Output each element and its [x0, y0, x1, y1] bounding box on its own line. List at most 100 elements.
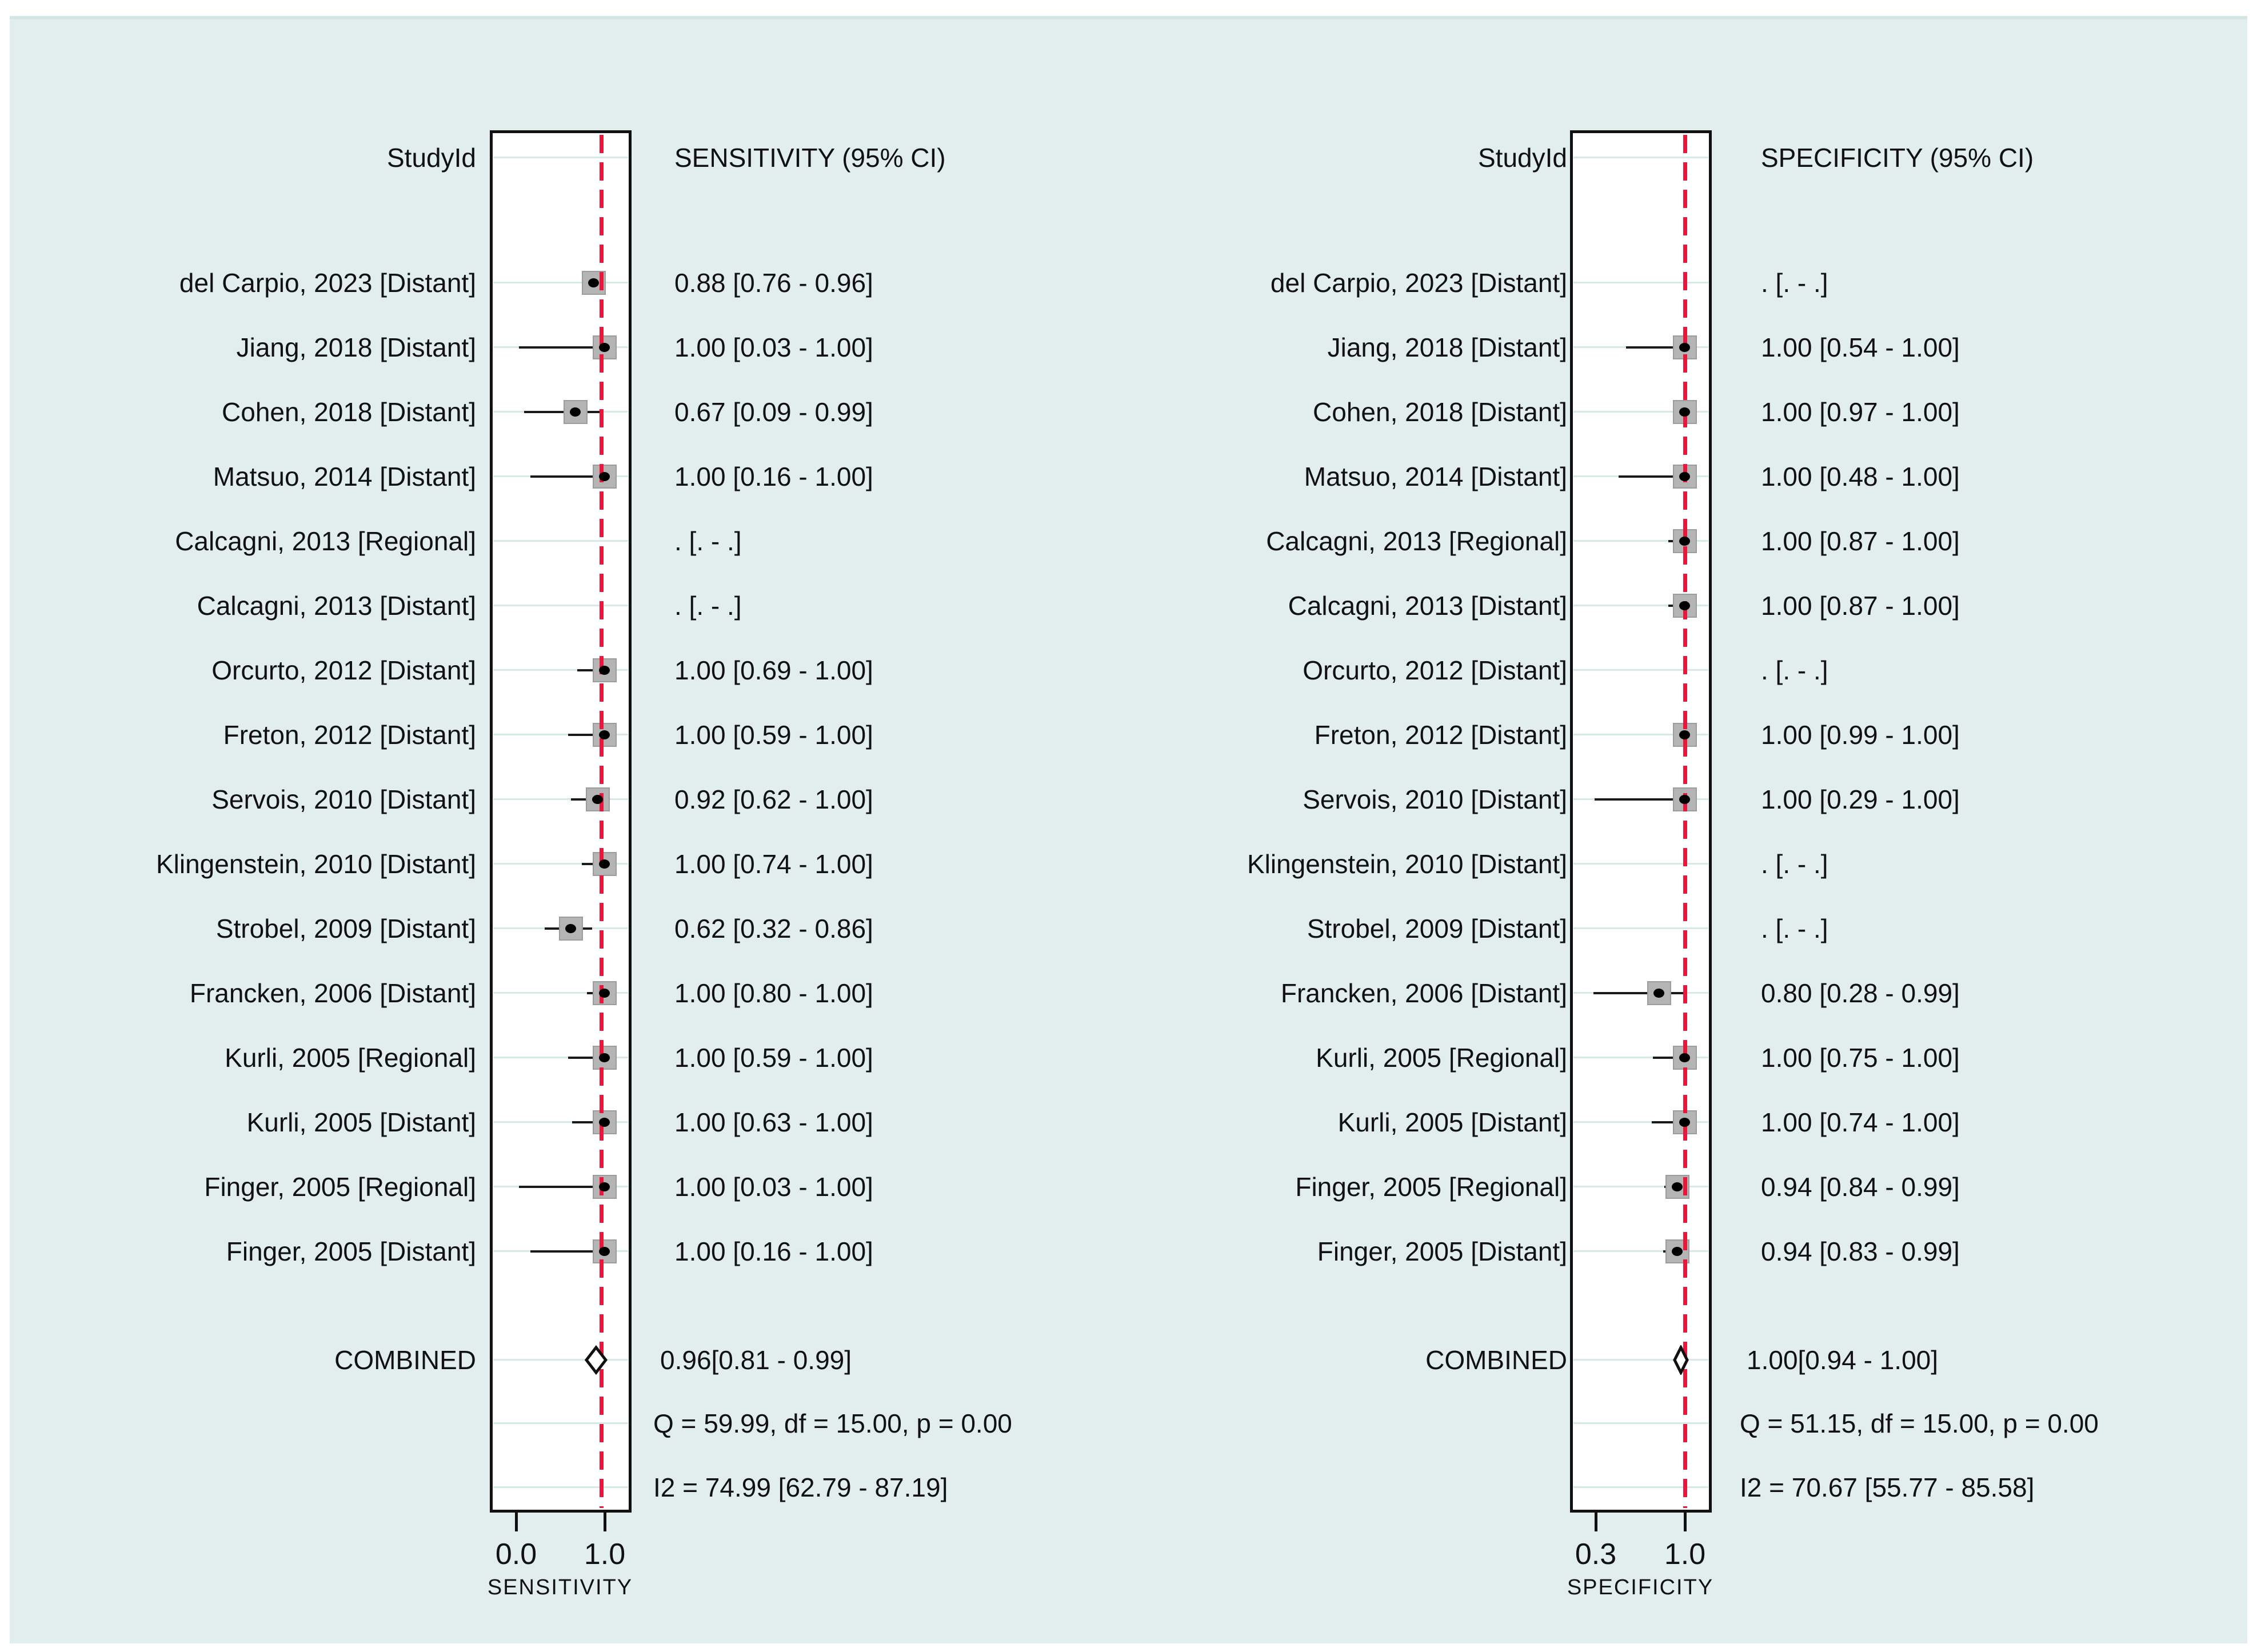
ci-line: [518, 1186, 605, 1188]
i2-statistic-sensitivity: I2 = 74.99 [62.79 - 87.19]: [653, 1473, 948, 1502]
study-label: Strobel, 2009 [Distant]: [1307, 914, 1567, 943]
ci-value: 0.92 [0.62 - 1.00]: [674, 785, 873, 814]
ci-line: [568, 1057, 605, 1059]
study-label: Orcurto, 2012 [Distant]: [211, 655, 476, 685]
gridline: [493, 1057, 628, 1058]
point-estimate-dot: [1679, 407, 1690, 417]
ci-value: 0.67 [0.09 - 0.99]: [674, 397, 873, 427]
point-estimate-dot: [569, 407, 581, 417]
ci-line: [530, 1250, 605, 1253]
study-label: Orcurto, 2012 [Distant]: [1303, 655, 1567, 685]
ci-line: [530, 475, 605, 478]
ci-line: [577, 669, 605, 671]
point-estimate-dot: [599, 472, 610, 481]
specificity-plot-box: [1570, 130, 1712, 1513]
gridline: [493, 798, 628, 800]
ci-value: . [. - .]: [1761, 914, 1828, 943]
combined-value-specificity: 1.00[0.94 - 1.00]: [1747, 1345, 1939, 1375]
ci-square-marker: [593, 658, 617, 682]
study-label: Finger, 2005 [Regional]: [1295, 1172, 1567, 1202]
study-label: Calcagni, 2013 [Regional]: [175, 526, 476, 556]
studyid-header-left: StudyId: [387, 143, 476, 173]
point-estimate-dot: [592, 795, 603, 804]
ci-value: 1.00 [0.87 - 1.00]: [1761, 526, 1960, 556]
study-label: Matsuo, 2014 [Distant]: [213, 462, 476, 491]
ci-value: 1.00 [0.59 - 1.00]: [674, 720, 873, 750]
study-label: Jiang, 2018 [Distant]: [236, 333, 476, 362]
ci-line: [1593, 992, 1684, 994]
gridline: [493, 1486, 628, 1488]
gridline: [493, 540, 628, 542]
gridline: [493, 863, 628, 865]
ci-value: 1.00 [0.63 - 1.00]: [674, 1107, 873, 1137]
axis-tick: [515, 1513, 518, 1531]
gridline: [493, 605, 628, 606]
gridline: [493, 157, 628, 158]
point-estimate-dot: [1679, 472, 1690, 481]
point-estimate-dot: [1679, 537, 1690, 546]
gridline: [493, 282, 628, 283]
ci-value: 1.00 [0.48 - 1.00]: [1761, 462, 1960, 491]
ci-value: 1.00 [0.80 - 1.00]: [674, 978, 873, 1008]
gridline: [493, 992, 628, 994]
studyid-header-right: StudyId: [1478, 143, 1567, 173]
gridline: [1573, 863, 1708, 865]
ci-value: 0.94 [0.84 - 0.99]: [1761, 1172, 1960, 1202]
point-estimate-dot: [588, 278, 600, 287]
study-label: Klingenstein, 2010 [Distant]: [155, 849, 476, 879]
ci-line: [518, 346, 605, 349]
gridline: [493, 1359, 628, 1361]
gridline: [1573, 669, 1708, 671]
axis-tick-label: 1.0: [1664, 1538, 1706, 1571]
study-label: Servois, 2010 [Distant]: [211, 785, 476, 814]
study-label: Kurli, 2005 [Distant]: [1337, 1107, 1567, 1137]
ci-value: 0.62 [0.32 - 0.86]: [674, 914, 873, 943]
study-label: Francken, 2006 [Distant]: [1280, 978, 1567, 1008]
ci-value: 1.00 [0.54 - 1.00]: [1761, 333, 1960, 362]
gridline: [493, 669, 628, 671]
ci-line: [1653, 1057, 1685, 1059]
point-estimate-dot: [1671, 1247, 1683, 1256]
ci-value: 1.00 [0.99 - 1.00]: [1761, 720, 1960, 750]
x-axis-label-specificity: SPECIFICITY: [1567, 1575, 1714, 1599]
axis-tick-label: 0.3: [1575, 1538, 1617, 1571]
study-label: Strobel, 2009 [Distant]: [215, 914, 476, 943]
point-estimate-dot: [1679, 343, 1690, 352]
gridline: [1573, 1359, 1708, 1361]
gridline: [1573, 1057, 1708, 1058]
ci-value: . [. - .]: [1761, 268, 1828, 298]
study-label: del Carpio, 2023 [Distant]: [179, 268, 476, 298]
reference-line: [599, 135, 604, 1508]
ci-value: 0.94 [0.83 - 0.99]: [1761, 1237, 1960, 1266]
gridline: [1573, 734, 1708, 735]
point-estimate-dot: [599, 666, 610, 675]
ci-value: . [. - .]: [1761, 849, 1828, 879]
gridline: [1573, 1486, 1708, 1488]
ci-value: 1.00 [0.75 - 1.00]: [1761, 1043, 1960, 1073]
gridline: [493, 734, 628, 735]
ci-value: 1.00 [0.87 - 1.00]: [1761, 591, 1960, 621]
ci-line: [1594, 798, 1685, 801]
point-estimate-dot: [599, 1247, 610, 1256]
point-estimate-dot: [1671, 1182, 1683, 1191]
ci-value: 1.00 [0.97 - 1.00]: [1761, 397, 1960, 427]
study-label: Finger, 2005 [Distant]: [226, 1237, 476, 1266]
ci-line: [568, 734, 605, 736]
study-label: Calcagni, 2013 [Distant]: [197, 591, 476, 621]
ci-value: . [. - .]: [1761, 655, 1828, 685]
specificity-ci-header: SPECIFICITY (95% CI): [1761, 143, 2034, 173]
reference-line: [1683, 135, 1687, 1508]
study-label: Jiang, 2018 [Distant]: [1327, 333, 1567, 362]
axis-tick: [1595, 1513, 1597, 1531]
gridline: [1573, 1186, 1708, 1187]
point-estimate-dot: [599, 989, 610, 998]
sensitivity-ci-header: SENSITIVITY (95% CI): [674, 143, 946, 173]
study-label: Klingenstein, 2010 [Distant]: [1247, 849, 1567, 879]
combined-diamond: [1673, 1345, 1689, 1375]
point-estimate-dot: [1679, 795, 1690, 804]
study-label: Freton, 2012 [Distant]: [223, 720, 476, 750]
ci-value: . [. - .]: [674, 526, 742, 556]
point-estimate-dot: [565, 924, 577, 933]
study-label: Kurli, 2005 [Distant]: [246, 1107, 476, 1137]
ci-value: 1.00 [0.74 - 1.00]: [674, 849, 873, 879]
